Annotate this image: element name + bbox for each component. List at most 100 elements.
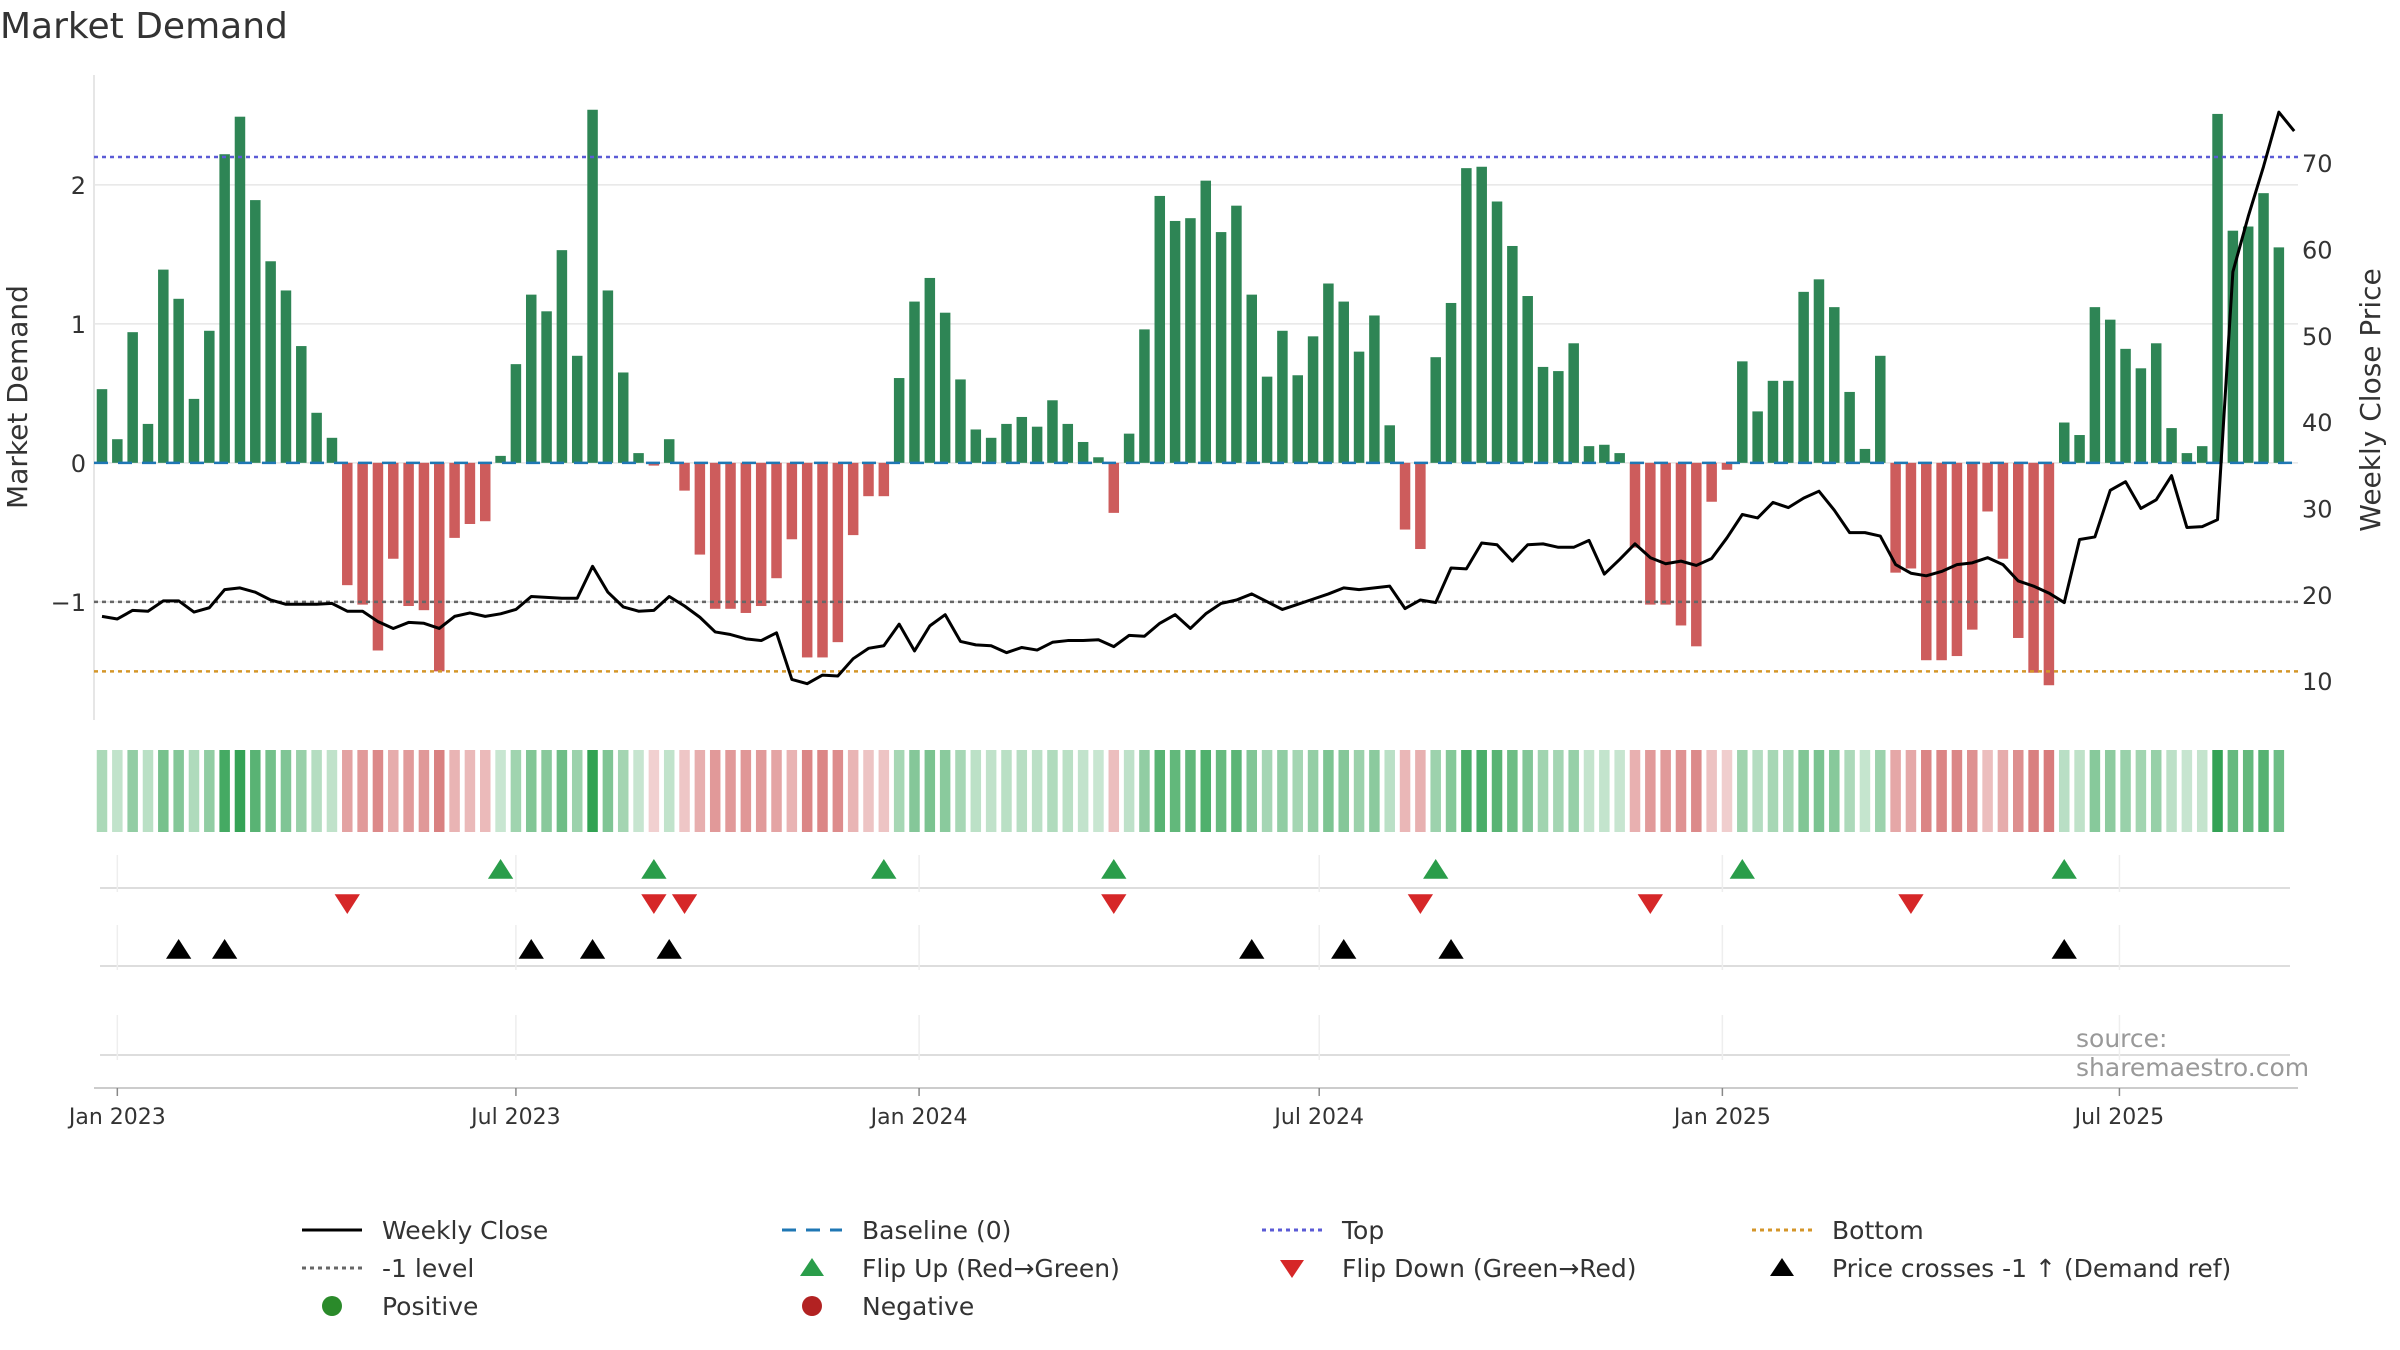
heat-cell bbox=[1062, 750, 1074, 832]
positive-bar bbox=[296, 346, 307, 463]
y2-tick-label: 50 bbox=[2302, 323, 2333, 351]
heat-cell bbox=[709, 750, 721, 832]
heat-cell bbox=[663, 750, 675, 832]
negative-bar bbox=[1706, 462, 1717, 502]
heat-cell bbox=[755, 750, 767, 832]
positive-bar bbox=[1553, 371, 1564, 463]
heat-cell bbox=[587, 750, 598, 832]
cross-up-marker bbox=[166, 939, 192, 959]
heat-cell bbox=[1890, 750, 1901, 832]
negative-bar bbox=[755, 462, 767, 607]
heat-cell bbox=[1200, 750, 1212, 832]
legend-swatch-weekly_close bbox=[302, 1228, 362, 1232]
negative-bar bbox=[725, 462, 736, 609]
heat-cell bbox=[648, 750, 660, 832]
heat-cell bbox=[1001, 750, 1012, 832]
positive-bar bbox=[495, 455, 506, 463]
heat-cell bbox=[2104, 750, 2116, 832]
heat-cell bbox=[388, 750, 399, 832]
positive-bar bbox=[1154, 195, 1166, 463]
x-tick-label: Jan 2023 bbox=[67, 1105, 166, 1130]
legend-label: Bottom bbox=[1832, 1215, 1924, 1245]
negative-bar bbox=[1415, 462, 1426, 550]
positive-bar bbox=[1507, 245, 1518, 463]
negative-bar bbox=[648, 462, 660, 466]
heat-cell bbox=[1185, 750, 1196, 832]
negative-bar bbox=[1905, 462, 1917, 569]
heat-cell bbox=[1231, 750, 1242, 832]
heat-strip bbox=[96, 750, 2285, 832]
positive-bar bbox=[311, 412, 322, 463]
legend-item-flip_down: Flip Down (Green→Red) bbox=[1260, 1250, 1637, 1286]
positive-bar bbox=[204, 330, 215, 463]
positive-bar bbox=[2166, 428, 2177, 463]
legend-swatch-minus_one bbox=[302, 1266, 362, 1270]
heat-cell bbox=[1369, 750, 1380, 832]
heat-cell bbox=[832, 750, 844, 832]
positive-bar bbox=[1599, 444, 1610, 463]
positive-bar bbox=[1031, 426, 1043, 463]
negative-bar bbox=[342, 462, 353, 586]
positive-bar bbox=[955, 379, 966, 463]
legend-swatch-flip_up bbox=[800, 1258, 824, 1276]
legend-label: Flip Up (Red→Green) bbox=[862, 1253, 1120, 1283]
legend: Weekly Close Baseline (0) Top Bottom -1 leve… bbox=[300, 1212, 2250, 1342]
y-tick-label: 0 bbox=[71, 450, 86, 478]
heat-cell bbox=[571, 750, 583, 832]
positive-bar bbox=[617, 372, 629, 463]
positive-bar bbox=[1445, 302, 1457, 463]
positive-bar bbox=[510, 364, 522, 463]
heat-cell bbox=[1583, 750, 1595, 832]
negative-bar bbox=[832, 462, 844, 643]
heat-cell bbox=[1353, 750, 1365, 832]
legend-swatch-flip_down bbox=[1280, 1260, 1304, 1278]
heat-cell bbox=[2258, 750, 2269, 832]
cross-up-marker bbox=[211, 939, 238, 959]
heat-cell bbox=[1798, 750, 1809, 832]
negative-bar bbox=[709, 462, 721, 609]
positive-bar bbox=[1522, 296, 1533, 463]
legend-label: Flip Down (Green→Red) bbox=[1342, 1253, 1637, 1283]
heat-cell bbox=[1154, 750, 1166, 832]
flip-down-marker bbox=[641, 894, 667, 914]
heat-cell bbox=[1752, 750, 1763, 832]
y-tick-label: −1 bbox=[51, 589, 86, 617]
heat-cell bbox=[250, 750, 261, 832]
y-tick-label: 2 bbox=[71, 172, 86, 200]
legend-swatch-top bbox=[1262, 1228, 1322, 1232]
y-tick-label: 1 bbox=[71, 311, 86, 339]
positive-bar bbox=[127, 332, 138, 463]
heat-cell bbox=[510, 750, 522, 832]
positive-bar bbox=[2150, 343, 2162, 463]
negative-bar bbox=[1967, 462, 1978, 630]
heat-cell bbox=[955, 750, 966, 832]
heat-cell bbox=[617, 750, 629, 832]
positive-bar bbox=[250, 200, 261, 463]
positive-bar bbox=[1461, 168, 1472, 463]
legend-item-negative: Negative bbox=[780, 1288, 974, 1324]
positive-bar bbox=[1016, 416, 1028, 463]
axis-layer: −1 0 1 2 10 20 30 40 50 60 70 Market Demand Weekly C… bbox=[1, 150, 2387, 696]
positive-bar bbox=[1261, 376, 1273, 463]
heat-cell bbox=[1507, 750, 1518, 832]
heat-cell bbox=[142, 750, 154, 832]
legend-label: Weekly Close bbox=[382, 1215, 549, 1245]
weekly-close-line bbox=[101, 110, 2296, 686]
heat-cell bbox=[188, 750, 200, 832]
positive-bar bbox=[2181, 453, 2193, 463]
heat-cell bbox=[1108, 750, 1120, 832]
flip-up-marker bbox=[641, 859, 667, 879]
negative-bar bbox=[2043, 462, 2055, 686]
legend-swatch-positive bbox=[322, 1296, 342, 1316]
heat-cell bbox=[1660, 750, 1671, 832]
positive-bar bbox=[326, 437, 338, 463]
y2-axis-label: Weekly Close Price bbox=[2354, 268, 2387, 531]
negative-bar bbox=[1108, 462, 1120, 513]
positive-bar bbox=[1077, 441, 1089, 463]
positive-bar bbox=[1783, 380, 1794, 463]
positive-bar bbox=[1185, 218, 1196, 463]
negative-bar bbox=[1936, 462, 1947, 661]
positive-bar bbox=[2196, 446, 2208, 463]
legend-item-weekly_close: Weekly Close bbox=[300, 1212, 548, 1248]
positive-bar bbox=[1215, 232, 1227, 463]
